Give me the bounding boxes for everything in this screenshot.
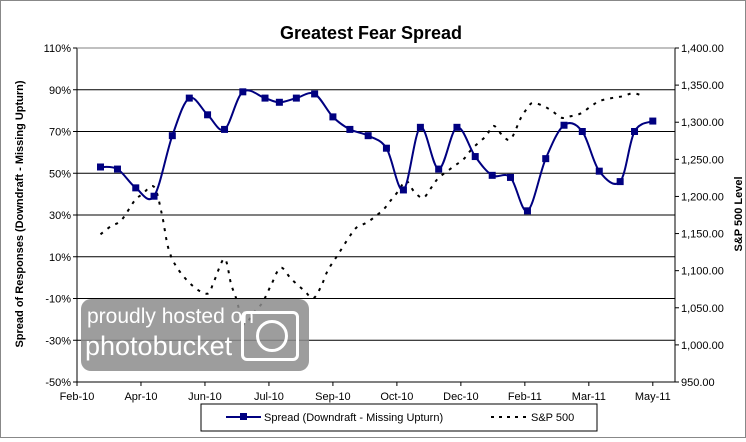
- spread-marker: [276, 99, 283, 106]
- spread-marker: [329, 113, 336, 120]
- spread-marker: [524, 207, 531, 214]
- y2-tick-label: 1,400.00: [681, 43, 724, 55]
- x-tick-label: May-11: [635, 391, 671, 403]
- spread-marker: [97, 163, 104, 170]
- spread-marker: [579, 128, 586, 135]
- spread-marker: [169, 132, 176, 139]
- photobucket-watermark: proudly hosted on photobucket: [81, 299, 309, 371]
- chart-title: Greatest Fear Spread: [280, 23, 462, 43]
- y-tick-label: -30%: [45, 335, 71, 347]
- legend: Spread (Downdraft - Missing Upturn) S&P …: [201, 404, 597, 431]
- y2-tick-label: 1,250.00: [681, 154, 724, 166]
- y-tick-label: 90%: [49, 85, 71, 97]
- x-tick-label: Feb-10: [60, 391, 95, 403]
- spread-marker: [489, 172, 496, 179]
- spread-marker: [186, 95, 193, 102]
- spread-marker: [507, 174, 514, 181]
- spread-marker: [365, 132, 372, 139]
- spread-marker: [383, 145, 390, 152]
- y2-tick-label: 1,300.00: [681, 117, 724, 129]
- x-tick-label: Feb-11: [508, 391, 542, 403]
- y-axis-label: Spread of Responses (Downdraft - Missing…: [14, 80, 26, 347]
- y-tick-label: -50%: [45, 377, 71, 389]
- spread-marker: [631, 128, 638, 135]
- y2-tick-label: 1,200.00: [681, 191, 724, 203]
- y-tick-label: 70%: [49, 127, 71, 139]
- camera-icon: [241, 311, 299, 361]
- spread-marker: [114, 166, 121, 173]
- watermark-text-1: proudly hosted on: [87, 305, 254, 329]
- y-tick-label: -10%: [45, 294, 71, 306]
- y2-axis-label: S&P 500 Level: [733, 176, 745, 251]
- x-tick-label: Mar-11: [572, 391, 606, 403]
- spread-marker: [400, 186, 407, 193]
- y2-tick-label: 1,350.00: [681, 80, 724, 92]
- x-tick-label: Jun-10: [188, 391, 222, 403]
- spread-marker: [293, 95, 300, 102]
- spread-marker: [151, 193, 158, 200]
- legend-sp500-label: S&P 500: [531, 412, 574, 424]
- y2-tick-label: 1,050.00: [681, 303, 724, 315]
- x-tick-label: Apr-10: [124, 391, 157, 403]
- spread-marker: [239, 88, 246, 95]
- spread-marker: [596, 168, 603, 175]
- y2-tick-label: 1,000.00: [681, 340, 724, 352]
- y-tick-label: 50%: [49, 168, 71, 180]
- spread-marker: [435, 166, 442, 173]
- spread-marker: [204, 111, 211, 118]
- x-tick-label: Dec-10: [443, 391, 478, 403]
- legend-spread-marker-icon: [240, 413, 247, 420]
- y2-tick-label: 1,150.00: [681, 229, 724, 241]
- spread-marker: [417, 124, 424, 131]
- spread-marker: [262, 95, 269, 102]
- spread-marker: [132, 184, 139, 191]
- y-tick-label: 10%: [49, 252, 71, 264]
- spread-marker: [542, 155, 549, 162]
- y-tick-label: 30%: [49, 210, 71, 222]
- spread-marker: [649, 118, 656, 125]
- y-tick-label: 110%: [44, 43, 72, 55]
- y2-tick-label: 950.00: [681, 377, 715, 389]
- spread-marker: [311, 90, 318, 97]
- spread-marker: [453, 124, 460, 131]
- spread-marker: [617, 178, 624, 185]
- spread-marker: [472, 153, 479, 160]
- spread-line: [101, 90, 653, 211]
- y2-tick-label: 1,100.00: [681, 266, 724, 278]
- x-tick-label: Oct-10: [380, 391, 413, 403]
- spread-marker: [346, 126, 353, 133]
- x-tick-label: Sep-10: [315, 391, 350, 403]
- spread-marker: [561, 122, 568, 129]
- legend-spread-label: Spread (Downdraft - Missing Upturn): [264, 412, 443, 424]
- watermark-text-2: photobucket: [85, 331, 232, 362]
- spread-marker: [221, 126, 228, 133]
- x-tick-label: Jul-10: [254, 391, 284, 403]
